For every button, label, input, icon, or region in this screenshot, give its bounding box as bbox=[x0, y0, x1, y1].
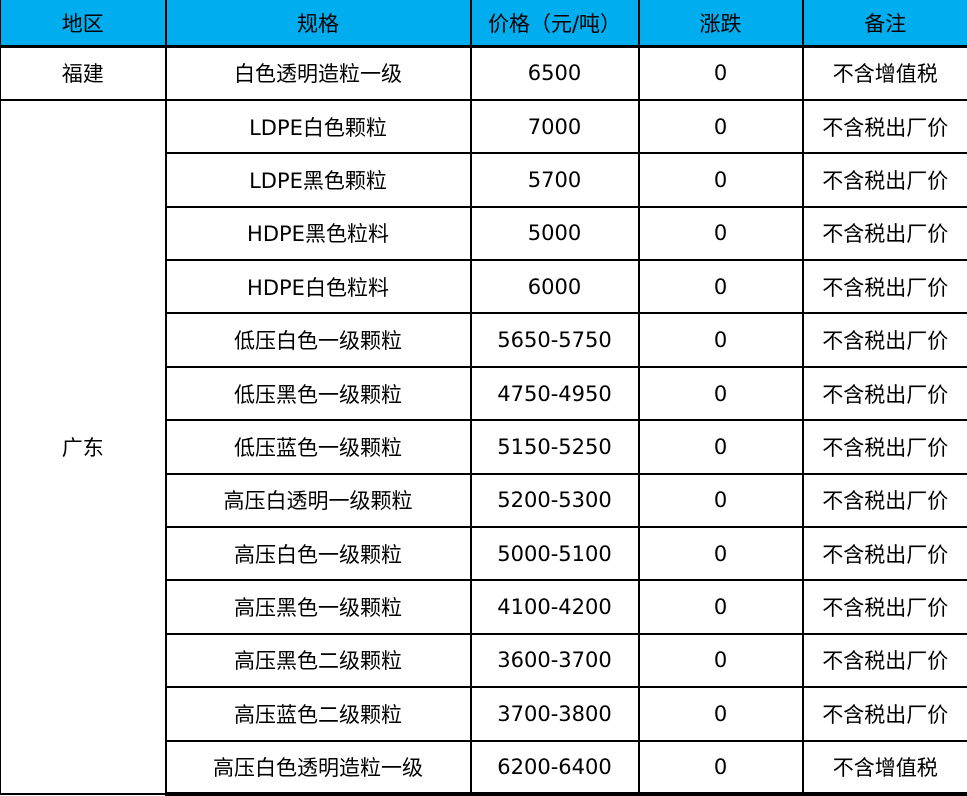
change-cell: 0 bbox=[637, 312, 804, 368]
spec-cell: 高压白色一级颗粒 bbox=[165, 526, 472, 582]
spec-cell: 高压黑色二级颗粒 bbox=[165, 632, 472, 689]
note-cell: 不含税出厂价 bbox=[801, 152, 967, 208]
table-row: 高压白色一级颗粒 5000-5100 0 不含税出厂价 bbox=[1, 526, 967, 582]
spec-cell: 高压白色透明造粒一级 bbox=[165, 739, 472, 796]
region-cell: 福建 bbox=[0, 45, 167, 101]
note-cell: 不含税出厂价 bbox=[801, 686, 967, 742]
table-row: 高压黑色一级颗粒 4100-4200 0 不含税出厂价 bbox=[1, 579, 967, 635]
note-cell: 不含税出厂价 bbox=[801, 526, 967, 582]
header-spec: 规格 bbox=[164, 0, 472, 48]
change-cell: 0 bbox=[637, 526, 804, 582]
table-row: 广东 LDPE白色颗粒 7000 0 不含税出厂价 bbox=[0, 98, 967, 796]
note-cell: 不含税出厂价 bbox=[801, 365, 967, 422]
header-region: 地区 bbox=[0, 0, 167, 48]
table-row: 低压蓝色一级颗粒 5150-5250 0 不含税出厂价 bbox=[1, 419, 967, 475]
price-cell: 5000 bbox=[469, 205, 640, 262]
price-cell: 5200-5300 bbox=[469, 472, 640, 529]
note-cell: 不含税出厂价 bbox=[801, 579, 967, 635]
table-row: 低压白色一级颗粒 5650-5750 0 不含税出厂价 bbox=[1, 312, 967, 368]
spec-cell: 高压白透明一级颗粒 bbox=[165, 472, 472, 529]
price-cell: 7000 bbox=[469, 98, 640, 155]
change-cell: 0 bbox=[637, 365, 804, 422]
note-cell: 不含增值税 bbox=[801, 45, 967, 101]
note-cell: 不含税出厂价 bbox=[801, 472, 967, 529]
spec-cell: 高压黑色一级颗粒 bbox=[165, 579, 472, 635]
change-cell: 0 bbox=[637, 419, 804, 475]
change-cell: 0 bbox=[637, 98, 804, 155]
change-cell: 0 bbox=[637, 472, 804, 529]
table-row: 高压蓝色二级颗粒 3700-3800 0 不含税出厂价 bbox=[1, 686, 967, 742]
note-cell: 不含税出厂价 bbox=[801, 419, 967, 475]
spec-cell: HDPE白色粒料 bbox=[165, 259, 472, 315]
note-cell: 不含税出厂价 bbox=[801, 259, 967, 315]
change-cell: 0 bbox=[637, 259, 804, 315]
change-cell: 0 bbox=[637, 739, 804, 796]
spec-cell: 高压蓝色二级颗粒 bbox=[165, 686, 472, 742]
table-row: 高压白色透明造粒一级 6200-6400 0 不含增值税 bbox=[1, 739, 967, 796]
header-price: 价格（元/吨） bbox=[469, 0, 640, 48]
price-cell: 5700 bbox=[469, 152, 640, 208]
price-cell: 5000-5100 bbox=[469, 526, 640, 582]
price-cell: 5150-5250 bbox=[469, 419, 640, 475]
region-cell: 广东 bbox=[0, 98, 167, 796]
price-cell: 3700-3800 bbox=[469, 686, 640, 742]
price-cell: 4750-4950 bbox=[469, 365, 640, 422]
change-cell: 0 bbox=[637, 632, 804, 689]
table-header-row: 地区 规格 价格（元/吨） 涨跌 备注 bbox=[0, 0, 967, 48]
spec-cell: 低压黑色一级颗粒 bbox=[165, 365, 472, 422]
table-body: 福建 白色透明造粒一级 6500 0 不含增值税 广东 LDPE白色颗粒 7000 0 不含税出厂… bbox=[0, 45, 967, 796]
change-cell: 0 bbox=[637, 152, 804, 208]
spec-cell: 白色透明造粒一级 bbox=[164, 45, 472, 101]
spec-cell: LDPE白色颗粒 bbox=[164, 98, 472, 155]
price-cell: 3600-3700 bbox=[469, 632, 640, 689]
table-row: LDPE黑色颗粒 5700 0 不含税出厂价 bbox=[1, 152, 967, 208]
spec-cell: HDPE黑色粒料 bbox=[165, 205, 472, 262]
change-cell: 0 bbox=[637, 45, 804, 101]
table-row: 高压黑色二级颗粒 3600-3700 0 不含税出厂价 bbox=[1, 632, 967, 689]
note-cell: 不含税出厂价 bbox=[801, 312, 967, 368]
spec-cell: 低压白色一级颗粒 bbox=[165, 312, 472, 368]
table-row: HDPE白色粒料 6000 0 不含税出厂价 bbox=[1, 259, 967, 315]
spec-cell: LDPE黑色颗粒 bbox=[165, 152, 472, 208]
spec-cell: 低压蓝色一级颗粒 bbox=[165, 419, 472, 475]
table-row: 高压白透明一级颗粒 5200-5300 0 不含税出厂价 bbox=[1, 472, 967, 529]
price-cell: 6500 bbox=[469, 45, 640, 101]
price-cell: 5650-5750 bbox=[469, 312, 640, 368]
change-cell: 0 bbox=[637, 205, 804, 262]
price-cell: 4100-4200 bbox=[469, 579, 640, 635]
change-cell: 0 bbox=[637, 686, 804, 742]
table-row: 福建 白色透明造粒一级 6500 0 不含增值税 bbox=[0, 45, 967, 101]
change-cell: 0 bbox=[637, 579, 804, 635]
note-cell: 不含税出厂价 bbox=[801, 205, 967, 262]
table-row: 低压黑色一级颗粒 4750-4950 0 不含税出厂价 bbox=[1, 365, 967, 422]
header-change: 涨跌 bbox=[637, 0, 804, 48]
header-note: 备注 bbox=[801, 0, 967, 48]
note-cell: 不含税出厂价 bbox=[801, 98, 967, 155]
price-cell: 6200-6400 bbox=[469, 739, 640, 796]
note-cell: 不含税出厂价 bbox=[801, 632, 967, 689]
price-cell: 6000 bbox=[469, 259, 640, 315]
table-row: HDPE黑色粒料 5000 0 不含税出厂价 bbox=[1, 205, 967, 262]
note-cell: 不含增值税 bbox=[801, 739, 967, 796]
